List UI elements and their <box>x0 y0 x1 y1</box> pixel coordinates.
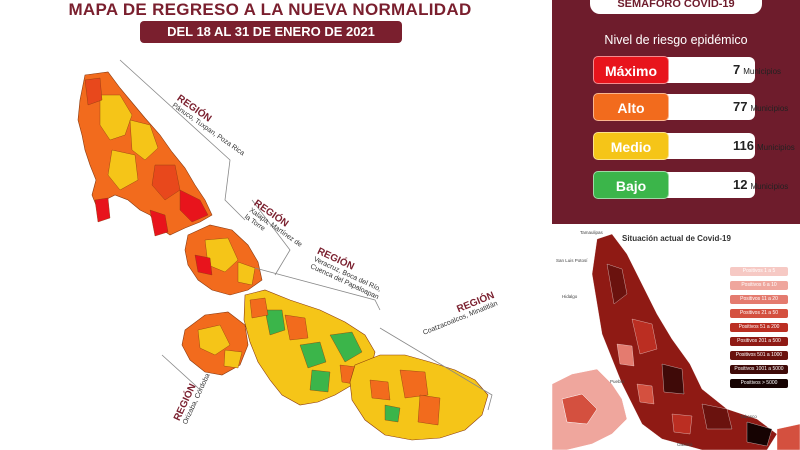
covid-situation-map <box>552 233 800 450</box>
city-label: Oaxaca <box>677 442 693 447</box>
risk-count-box: 7 Municipios <box>665 57 781 83</box>
risk-row-bajo: 12 Municipios Bajo <box>593 171 788 199</box>
risk-row-alto: 77 Municipios Alto <box>593 93 788 121</box>
page-title: MAPA DE REGRESO A LA NUEVA NORMALIDAD <box>68 0 472 19</box>
region-orizaba-shape <box>181 311 249 376</box>
city-label: Puebla <box>610 379 625 384</box>
semaforo-title: SEMÁFORO COVID-19 <box>590 0 762 14</box>
region-coatzacoalcos-shape <box>349 354 489 441</box>
city-label: Tabasco <box>740 414 757 419</box>
risk-count-box: 77 Municipios <box>665 94 788 120</box>
map-panel: MAPA DE REGRESO A LA NUEVA NORMALIDAD DE… <box>68 0 499 441</box>
situation-panel: Situación actual de Covid-19 Tamaulipas … <box>552 224 800 450</box>
veracruz-region-map <box>77 59 493 441</box>
situation-title: Situación actual de Covid-19 <box>622 234 731 243</box>
legend-item: Positivos > 5000 <box>730 379 788 388</box>
region-north-shape <box>77 71 213 237</box>
city-label: Tamaulipas <box>580 230 603 235</box>
risk-row-medio: 116 Municipios Medio <box>593 132 795 160</box>
legend-item: Positivos 11 a 20 <box>730 295 788 304</box>
region-brackets <box>119 59 493 411</box>
risk-count-box: 12 Municipios <box>665 172 788 198</box>
risk-level-badge: Máximo <box>593 56 669 84</box>
legend-item: Positivos 51 a 200 <box>730 323 788 332</box>
region-xalapa-shape <box>184 224 263 296</box>
legend-item: Positivos 201 a 500 <box>730 337 788 346</box>
legend-item: Positivos 1 a 5 <box>730 267 788 276</box>
city-label: San Luis Potosí <box>556 258 588 263</box>
risk-level-badge: Alto <box>593 93 669 121</box>
risk-row-maximo: 7 Municipios Máximo <box>593 56 781 84</box>
city-label: Hidalgo <box>562 294 578 299</box>
semaforo-panel: SEMÁFORO COVID-19 Nivel de riesgo epidém… <box>552 0 800 224</box>
risk-count-box: 116 Municipios <box>665 133 795 159</box>
region-veracruz-shape <box>243 289 376 406</box>
date-range-banner: DEL 18 AL 31 DE ENERO DE 2021 <box>140 21 402 43</box>
legend-item: Positivos 501 a 1000 <box>730 351 788 360</box>
risk-level-badge: Medio <box>593 132 669 160</box>
legend-item: Positivos 1001 a 5000 <box>730 365 788 374</box>
risk-level-badge: Bajo <box>593 171 669 199</box>
risk-subtitle: Nivel de riesgo epidémico <box>604 33 748 47</box>
legend-item: Positivos 21 a 50 <box>730 309 788 318</box>
legend-item: Positivos 6 a 10 <box>730 281 788 290</box>
